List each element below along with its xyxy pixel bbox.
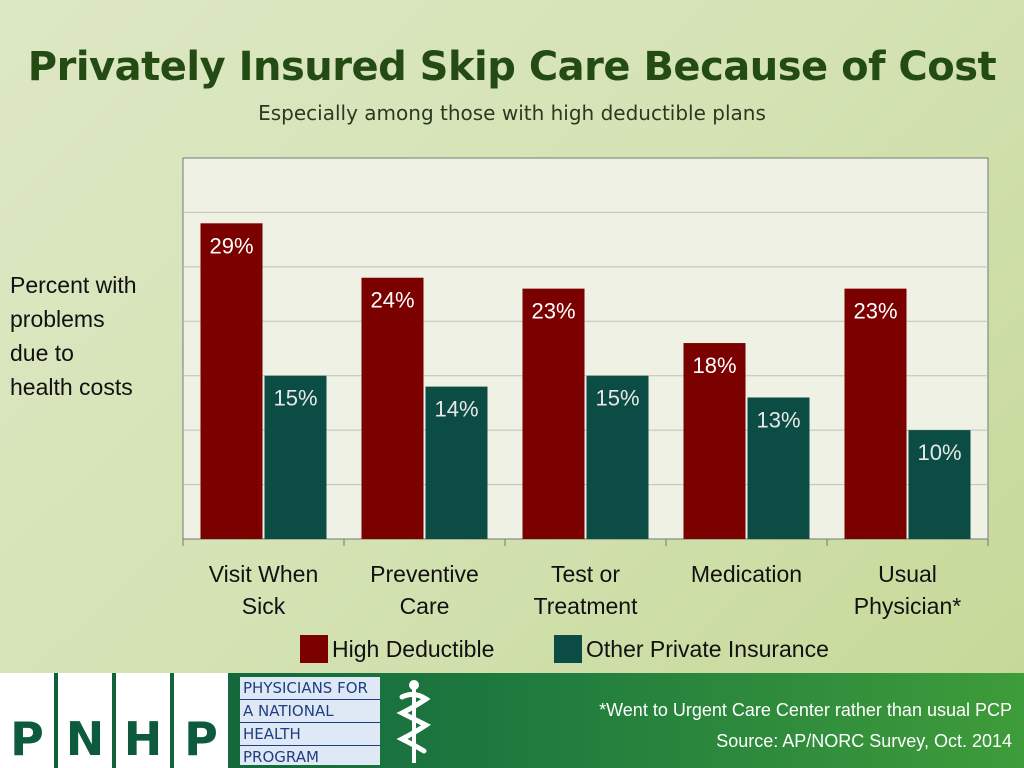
bar bbox=[200, 223, 263, 540]
bar bbox=[908, 430, 971, 539]
bar bbox=[425, 386, 488, 539]
legend-swatch bbox=[300, 635, 328, 663]
legend-item-other-private: Other Private Insurance bbox=[554, 634, 829, 664]
data-label: 10% bbox=[917, 440, 961, 465]
data-label: 15% bbox=[273, 386, 317, 411]
footer-banner: P N H P PHYSICIANS FOR A NATIONAL HEALTH… bbox=[0, 673, 1024, 768]
pnhp-logo: P N H P bbox=[0, 673, 232, 768]
footnote-text: *Went to Urgent Care Center rather than … bbox=[599, 700, 1012, 720]
logo-letter: P bbox=[174, 673, 228, 768]
data-label: 29% bbox=[209, 233, 253, 258]
data-label: 23% bbox=[531, 299, 575, 324]
category-label: Test or Treatment bbox=[533, 561, 638, 619]
bar-chart: 29% 15% 24% 14% 23% 15% 18% 13% 23% 10% bbox=[182, 157, 989, 546]
data-labels: 29% 15% 24% 14% 23% 15% 18% 13% 23% 10% bbox=[209, 233, 961, 465]
bar bbox=[747, 397, 810, 539]
bar bbox=[264, 375, 327, 539]
legend-swatch bbox=[554, 635, 582, 663]
bar bbox=[361, 277, 424, 539]
chart-title: Privately Insured Skip Care Because of C… bbox=[27, 44, 997, 90]
bar bbox=[844, 288, 907, 539]
category-label: Medication bbox=[690, 561, 803, 587]
bar bbox=[683, 343, 746, 539]
category-label: Visit When Sick bbox=[208, 561, 319, 619]
category-label: Preventive Care bbox=[370, 561, 479, 619]
x-axis-ticks bbox=[182, 539, 989, 546]
legend-label: Other Private Insurance bbox=[586, 635, 829, 662]
bar bbox=[522, 288, 585, 539]
logo-letter: P bbox=[0, 673, 54, 768]
data-label: 18% bbox=[692, 353, 736, 378]
caduceus-icon bbox=[396, 680, 431, 763]
footnote: *Went to Urgent Care Center rather than … bbox=[599, 695, 1012, 757]
legend-item-high-deductible: High Deductible bbox=[300, 634, 494, 664]
data-label: 14% bbox=[434, 397, 478, 422]
logo-letter: H bbox=[116, 673, 170, 768]
legend-label: High Deductible bbox=[332, 635, 495, 662]
logo-wordmark: PHYSICIANS FOR A NATIONAL HEALTH PROGRAM bbox=[240, 677, 380, 766]
data-label: 24% bbox=[370, 288, 414, 313]
source-text: Source: AP/NORC Survey, Oct. 2014 bbox=[716, 731, 1012, 751]
y-axis-label: Percent with problems due to health cost… bbox=[10, 272, 137, 400]
data-label: 23% bbox=[853, 299, 897, 324]
bars bbox=[200, 223, 971, 540]
data-label: 13% bbox=[756, 407, 800, 432]
chart-subtitle: Especially among those with high deducti… bbox=[258, 101, 766, 125]
category-label: Usual Physician* bbox=[853, 561, 962, 619]
data-label: 15% bbox=[595, 386, 639, 411]
logo-letter: N bbox=[58, 673, 112, 768]
bar bbox=[586, 375, 649, 539]
